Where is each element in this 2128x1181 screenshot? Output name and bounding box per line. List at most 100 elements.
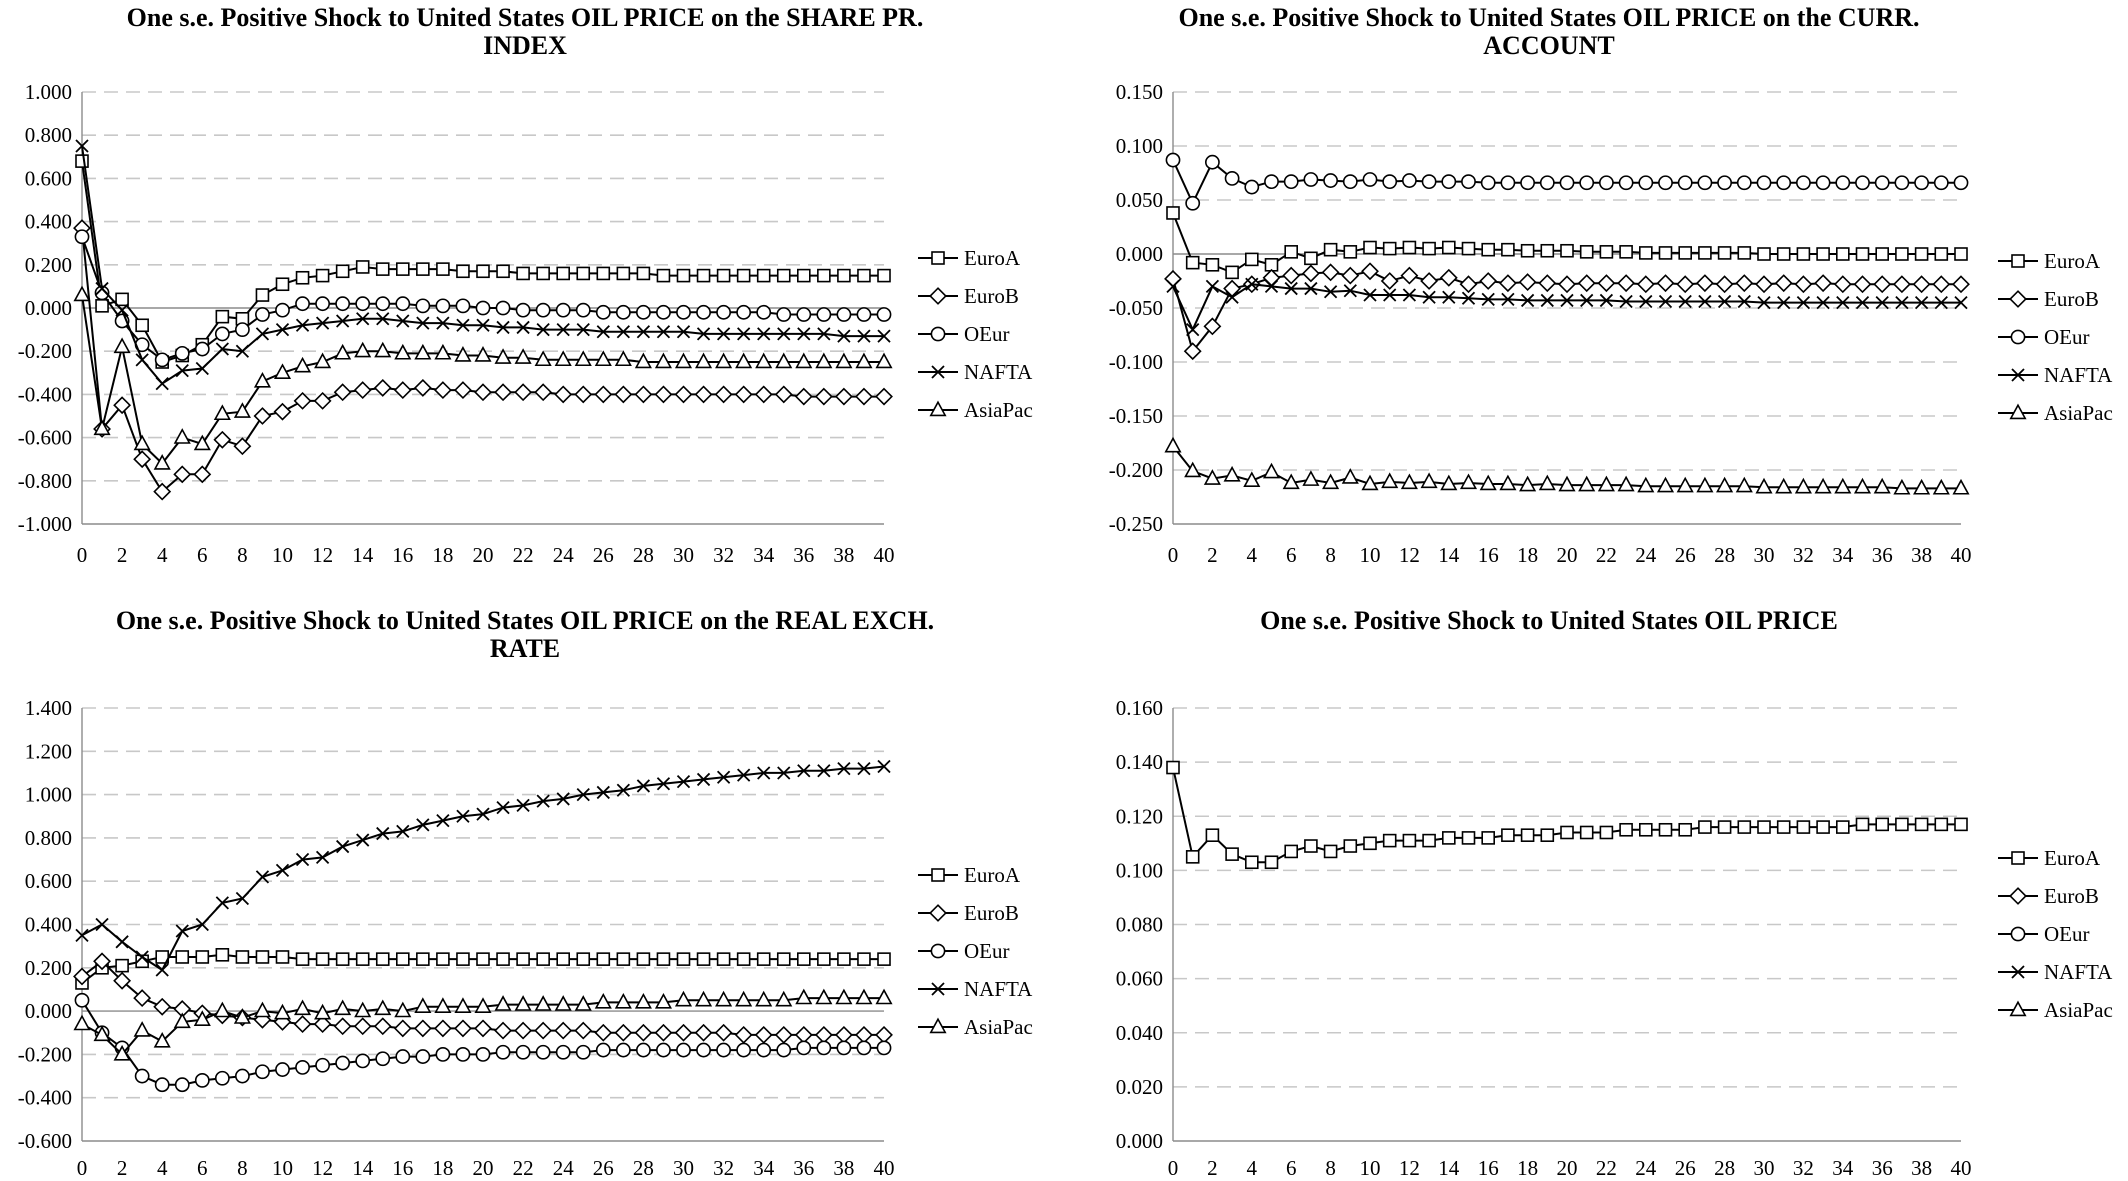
data-point [1520, 175, 1535, 191]
data-point [494, 995, 512, 1011]
data-point [93, 419, 111, 436]
data-point [213, 404, 231, 421]
data-point [195, 361, 209, 376]
y-tick-label: 0.160 [1116, 696, 1163, 720]
data-point [394, 1001, 412, 1018]
y-tick-label: 1.000 [25, 80, 72, 104]
data-point [414, 343, 432, 360]
data-point [496, 264, 510, 279]
data-point [817, 327, 831, 341]
data-point [816, 307, 832, 322]
data-point [676, 1042, 691, 1058]
x-tick-label: 22 [513, 1156, 534, 1180]
data-point [576, 266, 591, 281]
data-point [233, 1008, 251, 1024]
data-point [475, 300, 491, 316]
data-point [1363, 240, 1377, 255]
legend-label: AsiaPac [2044, 998, 2113, 1022]
data-point [1954, 247, 1968, 261]
data-point [154, 1077, 170, 1093]
x-tick-label: 16 [392, 1156, 413, 1180]
data-point [434, 997, 452, 1013]
y-tick-label: 0.040 [1116, 1021, 1163, 1045]
data-point [215, 309, 230, 324]
x-tick-label: 22 [513, 543, 534, 567]
data-point [95, 917, 109, 932]
data-point [834, 1025, 853, 1044]
legend-marker [929, 400, 947, 417]
data-point [173, 1012, 191, 1029]
x-tick-label: 30 [673, 543, 694, 567]
data-point [856, 1040, 872, 1056]
chart-oil-price: One s.e. Positive Shock to United States… [1064, 592, 2128, 1181]
data-point [556, 792, 570, 806]
y-tick-label: 0.600 [25, 166, 72, 190]
chart-svg: One s.e. Positive Shock to United States… [1109, 3, 2113, 567]
data-point [373, 378, 392, 397]
legend-label: OEur [964, 939, 1010, 963]
data-point [1538, 274, 1557, 293]
data-point [214, 326, 230, 342]
y-tick-label: 0.100 [1116, 134, 1163, 158]
data-point [215, 896, 229, 910]
data-point [495, 300, 511, 316]
data-point [1441, 831, 1456, 845]
data-point [1835, 820, 1850, 834]
data-point [235, 891, 250, 906]
data-point [714, 1023, 733, 1042]
data-point [194, 1072, 210, 1088]
data-point [1343, 839, 1358, 853]
data-point [295, 296, 310, 312]
data-point [514, 1021, 533, 1040]
data-point [636, 779, 651, 793]
data-point [416, 262, 430, 276]
data-point [857, 329, 871, 343]
data-point [536, 794, 550, 808]
data-point [436, 813, 450, 828]
data-point [754, 1025, 773, 1044]
x-tick-label: 4 [1247, 1156, 1258, 1180]
legend-item-euroa: EuroA [1998, 846, 2101, 870]
x-tick-label: 40 [874, 543, 895, 567]
data-point [1912, 275, 1931, 294]
data-point [534, 995, 552, 1011]
data-point [155, 376, 169, 391]
data-point [1166, 206, 1180, 220]
x-tick-label: 12 [1399, 1156, 1420, 1180]
data-point [1164, 436, 1182, 453]
x-tick-label: 28 [633, 1156, 654, 1180]
data-point [295, 318, 310, 332]
chart-title: One s.e. Positive Shock to United States… [1260, 606, 1838, 635]
data-point [115, 303, 129, 317]
data-point [1599, 293, 1614, 308]
data-point [1461, 174, 1476, 190]
data-point [153, 997, 172, 1016]
data-point [1776, 175, 1792, 191]
data-point [654, 385, 673, 404]
data-point [1498, 274, 1517, 293]
data-point [154, 352, 170, 368]
data-point [115, 292, 129, 307]
data-point [1301, 264, 1320, 283]
data-point [1834, 477, 1852, 494]
data-point [1322, 473, 1340, 490]
data-point [1873, 477, 1891, 494]
data-point [876, 307, 892, 322]
series-euroa [1166, 760, 1968, 870]
data-point [877, 268, 891, 283]
data-point [1225, 290, 1239, 304]
x-tick-label: 40 [874, 1156, 895, 1180]
data-point [1501, 828, 1515, 842]
x-tick-label: 30 [1754, 543, 1775, 567]
data-point [436, 262, 450, 276]
y-tick-label: 0.200 [25, 956, 72, 980]
data-point [1186, 322, 1200, 337]
legend-item-asiapac: AsiaPac [1998, 401, 2113, 425]
x-tick-label: 16 [392, 543, 413, 567]
data-point [1816, 820, 1830, 834]
legend-item-eurob: EuroB [918, 901, 1019, 925]
data-point [1184, 461, 1202, 478]
data-point [313, 1015, 332, 1034]
data-point [694, 385, 713, 404]
data-point [353, 1017, 372, 1036]
